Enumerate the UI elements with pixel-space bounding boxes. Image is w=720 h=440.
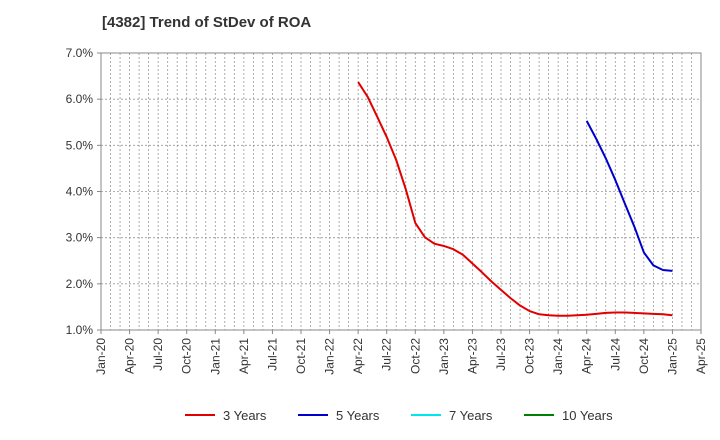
x-tick-label: Apr-25 [694, 338, 708, 374]
y-tick-label: 1.0% [66, 323, 94, 337]
x-tick-label: Jan-24 [551, 338, 565, 375]
x-tick-label: Jan-25 [665, 338, 679, 375]
axes: 1.0% 2.0% 3.0% 4.0% 5.0% 6.0% 7.0% Jan-20 Apr-20… [66, 46, 708, 375]
legend-label-5-years: 5 Years [336, 408, 380, 423]
x-tick-label: Jan-22 [323, 338, 337, 375]
x-tick-label: Oct-23 [523, 338, 537, 374]
x-tick-label: Apr-24 [580, 338, 594, 374]
y-tick-label: 4.0% [66, 185, 94, 199]
x-tick-label: Jul-21 [265, 338, 279, 371]
series-line-3-years [357, 81, 673, 317]
legend-label-7-years: 7 Years [449, 408, 493, 423]
legend: 3 Years 5 Years 7 Years 10 Years [185, 408, 613, 423]
grid [101, 53, 701, 330]
x-tick-label: Jul-24 [608, 338, 622, 371]
legend-label-3-years: 3 Years [223, 408, 267, 423]
y-tick-label: 3.0% [66, 231, 94, 245]
x-tick-label: Apr-21 [237, 338, 251, 374]
x-tick-label: Oct-22 [408, 338, 422, 374]
legend-label-10-years: 10 Years [562, 408, 613, 423]
x-tick-label: Jan-23 [437, 338, 451, 375]
chart-title: [4382] Trend of StDev of ROA [102, 14, 312, 31]
x-tick-label: Apr-22 [351, 338, 365, 374]
x-tick-label: Jul-20 [151, 338, 165, 371]
y-tick-label: 5.0% [66, 138, 94, 152]
series-lines [357, 81, 673, 317]
x-tick-label: Jan-21 [208, 338, 222, 375]
x-tick-label: Apr-23 [465, 338, 479, 374]
series-line-5-years [585, 120, 673, 272]
x-tick-label: Oct-20 [180, 338, 194, 374]
x-tick-label: Jan-20 [94, 338, 108, 375]
x-tick-label: Oct-21 [294, 338, 308, 374]
x-tick-label: Jul-23 [494, 338, 508, 371]
x-tick-label: Apr-20 [123, 338, 137, 374]
y-tick-label: 6.0% [66, 92, 94, 106]
y-tick-label: 7.0% [66, 46, 94, 60]
x-tick-label: Oct-24 [637, 338, 651, 374]
x-tick-label: Jul-22 [380, 338, 394, 371]
y-tick-label: 2.0% [66, 277, 94, 291]
